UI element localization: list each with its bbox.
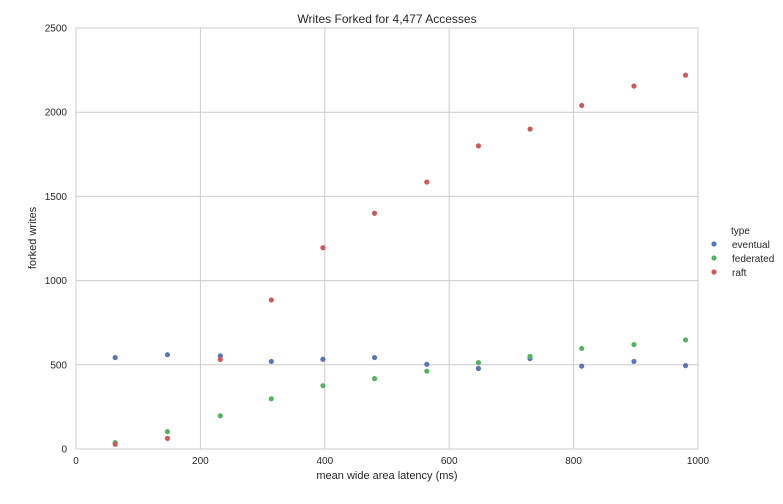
eventual-point bbox=[631, 358, 637, 365]
eventual-point bbox=[112, 354, 118, 361]
x-tick-label: 800 bbox=[565, 456, 582, 467]
data-points bbox=[112, 72, 689, 447]
legend-item-federated: federated bbox=[711, 254, 774, 265]
eventual-point bbox=[320, 356, 326, 362]
federated-point bbox=[682, 337, 689, 343]
federated-point bbox=[268, 396, 274, 402]
x-tick-label: 0 bbox=[73, 456, 79, 467]
eventual-point bbox=[268, 358, 274, 365]
raft-point bbox=[164, 435, 171, 441]
x-tick-label: 400 bbox=[316, 456, 333, 467]
federated-point bbox=[320, 383, 326, 389]
y-axis-label: forked writes bbox=[27, 206, 39, 269]
federated-point bbox=[527, 353, 533, 359]
eventual-point bbox=[475, 365, 482, 372]
raft-point bbox=[371, 210, 378, 216]
raft-point bbox=[682, 72, 689, 78]
eventual-point bbox=[424, 361, 430, 367]
raft-point bbox=[217, 356, 223, 363]
raft-point bbox=[631, 83, 637, 89]
federated-point bbox=[217, 413, 223, 419]
eventual-point bbox=[164, 352, 171, 358]
x-tick-label: 200 bbox=[192, 456, 209, 467]
y-tick-label: 0 bbox=[61, 445, 67, 456]
legend-label: raft bbox=[732, 268, 747, 279]
federated-point bbox=[475, 360, 482, 366]
legend-item-raft: raft bbox=[711, 268, 747, 279]
raft-point bbox=[320, 245, 326, 251]
legend-marker bbox=[711, 269, 717, 275]
legend-label: federated bbox=[732, 254, 774, 265]
legend: type eventual federated raft bbox=[711, 226, 774, 279]
legend-label: eventual bbox=[732, 240, 770, 251]
x-tick-label: 1000 bbox=[687, 456, 710, 467]
gridlines bbox=[76, 28, 698, 449]
y-tick-label: 2000 bbox=[45, 108, 68, 119]
legend-marker bbox=[711, 255, 717, 261]
series-eventual bbox=[112, 352, 689, 372]
x-axis-label: mean wide area latency (ms) bbox=[316, 470, 457, 482]
y-tick-label: 2500 bbox=[45, 24, 68, 35]
plot-area bbox=[75, 27, 699, 450]
x-tick-label: 600 bbox=[441, 456, 458, 467]
eventual-point bbox=[682, 363, 689, 369]
raft-point bbox=[268, 297, 274, 303]
raft-point bbox=[424, 179, 430, 185]
legend-marker bbox=[711, 241, 717, 247]
y-tick-label: 1000 bbox=[45, 276, 68, 287]
raft-point bbox=[475, 143, 482, 149]
raft-point bbox=[579, 102, 585, 109]
series-raft bbox=[112, 72, 689, 447]
federated-point bbox=[579, 345, 585, 352]
raft-point bbox=[112, 441, 118, 447]
legend-title: type bbox=[731, 226, 750, 237]
eventual-point bbox=[579, 363, 585, 369]
chart-title: Writes Forked for 4,477 Accesses bbox=[297, 12, 476, 26]
tick-labels: 0 200 400 600 800 1000 0 500 1000 1500 2000 2500 bbox=[45, 24, 710, 468]
y-tick-label: 1500 bbox=[45, 192, 68, 203]
legend-item-eventual: eventual bbox=[711, 240, 770, 251]
federated-point bbox=[164, 429, 171, 435]
federated-point bbox=[371, 376, 378, 382]
raft-point bbox=[527, 126, 533, 132]
federated-point bbox=[631, 341, 637, 348]
eventual-point bbox=[371, 354, 378, 361]
y-tick-label: 500 bbox=[50, 360, 67, 371]
federated-point bbox=[424, 368, 430, 374]
